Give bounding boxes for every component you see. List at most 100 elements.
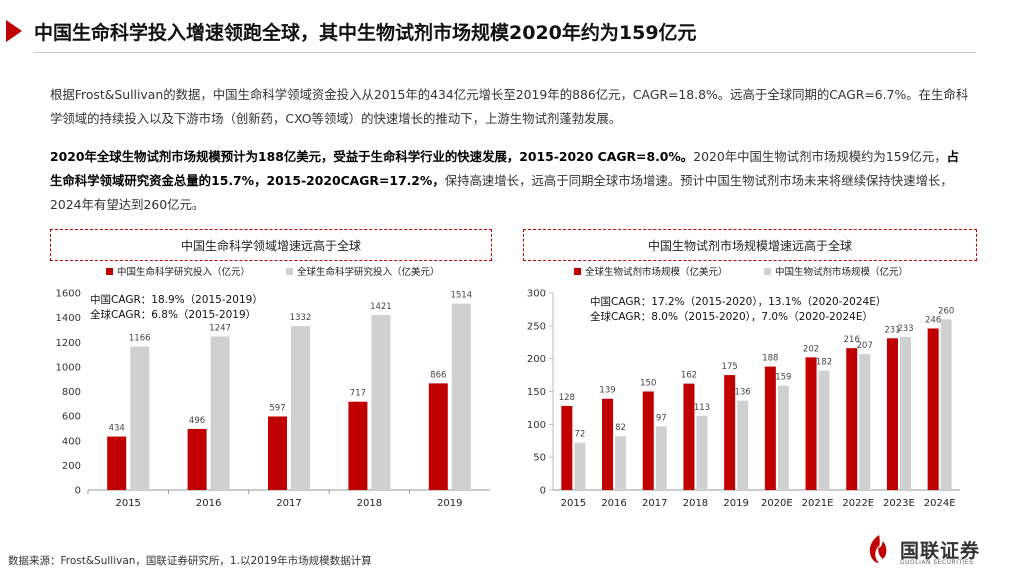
cagr-annotation: 中国CAGR：18.9%（2015-2019） (90, 293, 263, 306)
x-tick-label: 2019 (437, 498, 462, 509)
x-tick-label: 2019 (723, 498, 748, 509)
paragraph-2-bold-2: 占生命科学领域研究资金总量的15.7%，2015-2020CAGR=17.2%， (50, 149, 960, 188)
paragraph-2-text-2: 保持高速增长，远高于同期全球市场增速。预计中国生物试剂市场未来将继续保持快速增长… (50, 173, 953, 212)
bar-series-2 (371, 315, 391, 490)
bar-series-1 (683, 383, 695, 490)
data-label: 97 (656, 413, 667, 423)
paragraph-2-text-1: 2020年中国生物试剂市场规模约为159亿元， (693, 149, 947, 164)
x-tick-label: 2018 (683, 498, 708, 509)
y-tick-label: 400 (62, 436, 81, 447)
data-label: 1332 (290, 313, 312, 323)
legend-label: 中国生物试剂市场规模（亿元） (775, 266, 908, 278)
y-tick-label: 600 (62, 412, 81, 423)
cagr-annotation: 全球CAGR：8.0%（2015-2020），7.0%（2020-2024E） (590, 310, 873, 323)
x-tick-label: 2024E (924, 498, 956, 509)
x-tick-label: 2022E (842, 498, 874, 509)
legend-swatch (764, 268, 771, 275)
y-tick-label: 800 (62, 387, 81, 398)
bar-series-2 (859, 354, 871, 490)
y-tick-label: 200 (62, 461, 81, 472)
data-label: 260 (938, 306, 954, 316)
y-tick-label: 250 (527, 321, 546, 332)
page-title: 中国生命科学投入增速领跑全球，其中生物试剂市场规模2020年约为159亿元 (34, 22, 697, 44)
data-label: 231 (884, 325, 900, 335)
bar-series-1 (724, 375, 736, 490)
data-label: 188 (762, 354, 778, 364)
data-label: 159 (775, 373, 791, 383)
bar-series-2 (940, 319, 952, 490)
y-tick-label: 0 (540, 486, 546, 497)
data-label: 496 (189, 416, 205, 426)
data-label: 866 (430, 370, 446, 380)
legend-label: 全球生物试剂市场规模（亿美元） (585, 266, 728, 278)
paragraph-1: 根据Frost&Sullivan的数据，中国生命科学领域资金投入从2015年的4… (50, 87, 969, 126)
bar-series-1 (268, 416, 287, 490)
data-label: 1247 (209, 323, 231, 333)
data-label: 202 (803, 344, 819, 354)
x-tick-label: 2015 (115, 498, 140, 509)
legend-label: 全球生命科学研究投入（亿美元） (297, 266, 440, 278)
data-label: 1166 (129, 333, 151, 343)
logo-text-cn: 国联证券 (900, 540, 981, 562)
bar-series-1 (428, 383, 448, 490)
x-tick-label: 2017 (276, 498, 301, 509)
data-label: 434 (109, 424, 125, 434)
data-label: 72 (574, 430, 585, 440)
bar-series-2 (777, 385, 789, 490)
title-divider (34, 52, 976, 53)
chart-2-bio-reagent-market: 全球生物试剂市场规模（亿美元） 中国生物试剂市场规模（亿元） 0 50 100 150 20… (527, 266, 960, 509)
bar-series-2 (737, 400, 749, 490)
data-label: 128 (559, 393, 575, 403)
bar-series-1 (642, 391, 654, 490)
bar-series-2 (655, 426, 667, 490)
x-tick-label: 2023E (883, 498, 915, 509)
title-triangle-icon (6, 20, 22, 42)
bar-series-1 (805, 357, 817, 490)
data-label: 1514 (450, 291, 472, 301)
bar-series-2 (130, 346, 150, 490)
y-tick-label: 1200 (56, 338, 81, 349)
y-tick-label: 100 (527, 420, 546, 431)
bar-series-2 (210, 336, 230, 490)
bar-series-1 (561, 405, 573, 490)
y-tick-label: 1600 (56, 289, 81, 300)
x-tick-label: 2021E (802, 498, 834, 509)
company-logo: 国联证券 GUOLIAN SECURITIES (862, 530, 1012, 570)
legend-swatch (286, 268, 293, 275)
data-label: 182 (816, 357, 832, 367)
paragraph-2-bold-1: 2020年全球生物试剂市场规模预计为188亿美元，受益于生命科学行业的快速发展，… (50, 149, 694, 164)
cagr-annotation: 全球CAGR：6.8%（2015-2019） (90, 308, 256, 321)
title-bar: 中国生命科学投入增速领跑全球，其中生物试剂市场规模2020年约为159亿元 (0, 0, 1024, 53)
bar-series-1 (602, 398, 614, 490)
bar-series-2 (291, 325, 310, 490)
bar-series-2 (615, 436, 627, 490)
data-label: 597 (269, 403, 285, 413)
y-tick-label: 1400 (56, 313, 81, 324)
x-tick-label: 2016 (196, 498, 221, 509)
bar-series-1 (886, 338, 898, 490)
x-tick-label: 2015 (561, 498, 586, 509)
data-label: 139 (599, 386, 615, 396)
bar-series-2 (574, 442, 586, 490)
chart-1-life-science-investment: 中国生命科学研究投入（亿元） 全球生命科学研究投入（亿美元） 0 200 400 600 8… (56, 266, 490, 509)
y-tick-label: 300 (527, 289, 546, 300)
data-label: 150 (640, 379, 656, 389)
bar-series-1 (348, 401, 368, 490)
y-tick-label: 0 (75, 486, 81, 497)
legend-swatch (574, 268, 581, 275)
y-tick-label: 150 (527, 387, 546, 398)
cagr-annotation: 中国CAGR：17.2%（2015-2020），13.1%（2020-2024E… (590, 295, 886, 308)
data-label: 136 (735, 388, 751, 398)
bar-series-1 (846, 348, 858, 490)
bar-series-2 (696, 415, 708, 490)
data-label: 216 (844, 335, 860, 345)
bar-series-1 (187, 428, 207, 490)
y-tick-label: 50 (533, 453, 546, 464)
data-label: 717 (350, 389, 366, 399)
data-label: 162 (681, 371, 697, 381)
data-label: 175 (722, 362, 738, 372)
data-label: 113 (694, 403, 710, 413)
logo-flame-icon (869, 535, 887, 563)
legend-swatch (106, 268, 113, 275)
chart-1-title: 中国生命科学领域增速远高于全球 (50, 229, 492, 261)
